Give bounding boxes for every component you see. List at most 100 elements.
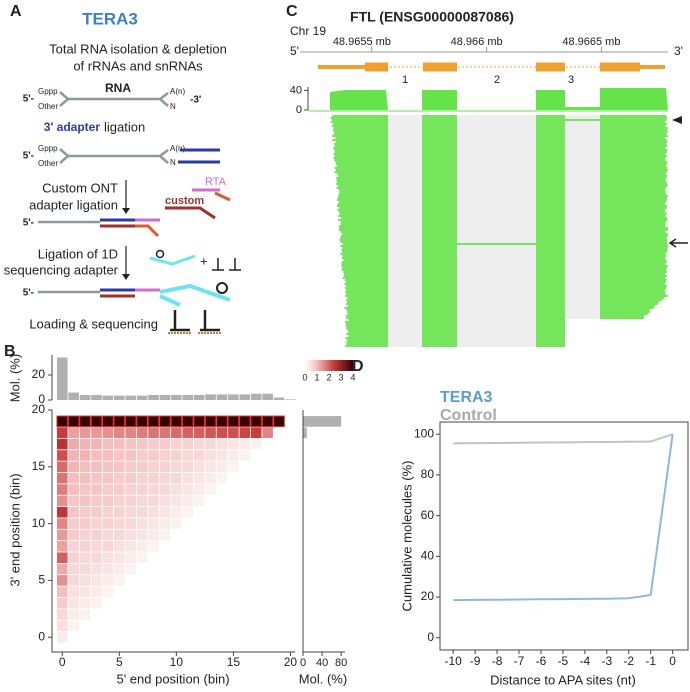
read (600, 179, 666, 181)
heat-cell (56, 552, 68, 563)
read (422, 339, 457, 341)
read (338, 215, 388, 217)
heat-cell (125, 495, 137, 507)
read (536, 163, 565, 165)
read (334, 167, 388, 169)
read (536, 335, 565, 337)
read (422, 155, 457, 157)
read (422, 249, 457, 251)
heat-cell (125, 438, 137, 450)
read (336, 177, 388, 179)
heat-cell (68, 461, 79, 473)
read (600, 251, 667, 253)
read (422, 269, 457, 271)
read (346, 343, 388, 345)
read (600, 161, 668, 163)
x-tick-label: 0 (669, 654, 676, 668)
heat-cell (56, 563, 68, 575)
heat-cell (182, 438, 194, 450)
read (536, 247, 565, 249)
heat-cell (79, 484, 91, 495)
heat-cell (125, 484, 137, 495)
read (422, 179, 457, 181)
heat-cell (91, 597, 102, 609)
read (600, 263, 666, 265)
heat-cell (205, 427, 216, 439)
read (422, 169, 457, 171)
read (600, 297, 665, 299)
x-tick-label: 0 (59, 655, 66, 669)
read (536, 147, 565, 149)
read (565, 119, 600, 121)
read (600, 227, 668, 229)
read (422, 323, 457, 325)
read (336, 181, 388, 183)
read (333, 129, 388, 131)
read (344, 307, 388, 309)
motor (216, 282, 228, 294)
read (536, 273, 565, 275)
read (536, 239, 565, 241)
read (422, 271, 457, 273)
read (422, 277, 457, 279)
heat-cell (79, 563, 91, 575)
x-tick-label: 5 (116, 655, 123, 669)
y-axis-label: 3' end position (bin) (7, 473, 22, 586)
read (345, 293, 388, 295)
heat-cell (102, 541, 114, 552)
step-text: Custom ONT (42, 180, 118, 195)
heat-cell (102, 415, 114, 428)
read (600, 183, 668, 185)
read (536, 139, 565, 141)
read (422, 141, 457, 143)
read (600, 129, 668, 131)
read (422, 241, 457, 243)
heat-cell (159, 438, 171, 450)
x-tick-label: 10 (170, 655, 184, 669)
heat-cell (56, 438, 68, 450)
y-tick-label: 5 (38, 573, 45, 587)
read (422, 123, 457, 125)
heat-cell (205, 450, 216, 461)
y-tick-label: 20 (421, 589, 435, 603)
heat-cell (148, 495, 159, 507)
read (345, 315, 388, 317)
read (536, 137, 565, 139)
read (336, 205, 388, 207)
heat-cell (102, 506, 114, 518)
read (334, 151, 388, 153)
heat-cell (102, 518, 114, 529)
heat-cell (68, 575, 79, 586)
read (333, 131, 388, 133)
read (536, 241, 565, 243)
read (600, 291, 666, 293)
read (422, 187, 457, 189)
read (338, 185, 388, 187)
read (536, 211, 565, 213)
heat-cell (102, 552, 114, 563)
read (422, 139, 457, 141)
heat-cell (216, 415, 228, 428)
read (536, 291, 565, 293)
bar (171, 395, 182, 400)
heat-cell (102, 575, 114, 586)
read (346, 299, 388, 301)
colorbar-swatch (343, 360, 346, 371)
read (600, 267, 668, 269)
read (600, 215, 666, 217)
read (341, 265, 388, 267)
read (536, 187, 565, 189)
bar (285, 399, 296, 400)
read (600, 139, 667, 141)
heat-cell (68, 450, 79, 461)
heat-cell (171, 461, 182, 473)
panel-label: D (352, 358, 364, 375)
read (337, 219, 388, 221)
heat-cell (91, 541, 102, 552)
heat-cell (124, 415, 137, 428)
read (422, 159, 457, 161)
read (536, 125, 565, 127)
read (341, 249, 388, 251)
read (422, 345, 457, 347)
